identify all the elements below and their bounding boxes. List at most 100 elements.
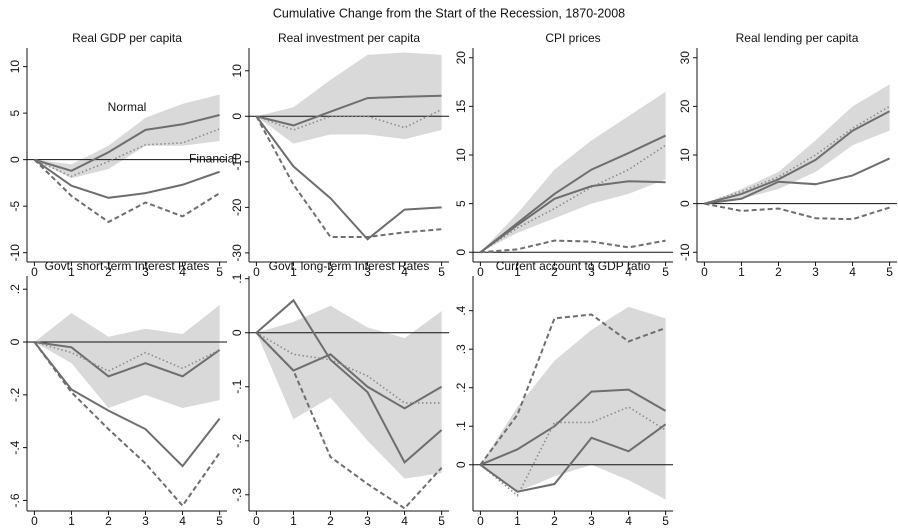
- annotation: Normal: [108, 100, 147, 114]
- y-tick-label: 0: [454, 249, 468, 256]
- y-tick-label: -10: [678, 243, 692, 261]
- series-line: [479, 423, 667, 493]
- confidence-band: [256, 305, 442, 479]
- page-title: Cumulative Change from the Start of the …: [273, 6, 625, 20]
- series-line: [33, 158, 220, 199]
- y-tick-label: 0: [230, 113, 244, 120]
- y-tick-label: 10: [678, 148, 692, 162]
- x-tick-label: 5: [438, 265, 445, 279]
- y-tick-label: -.3: [230, 487, 244, 501]
- x-tick-label: 3: [142, 514, 149, 528]
- x-tick-label: 5: [886, 265, 893, 279]
- x-tick-label: 1: [738, 265, 745, 279]
- confidence-band: [704, 84, 890, 204]
- x-tick-label: 1: [68, 265, 75, 279]
- y-tick-label: 0: [678, 200, 692, 207]
- x-tick-label: 0: [477, 514, 484, 528]
- series-line: [34, 114, 220, 172]
- panel-title: Current account to GDP ratio: [496, 259, 651, 273]
- series-line: [704, 110, 891, 205]
- x-tick-label: 5: [216, 265, 223, 279]
- x-tick-label: 5: [662, 265, 669, 279]
- x-tick-label: 3: [364, 265, 371, 279]
- series-line: [480, 388, 667, 466]
- series-line: [34, 341, 220, 372]
- series-line: [479, 134, 667, 254]
- x-tick-label: 1: [514, 514, 521, 528]
- y-tick-label: -.2: [8, 387, 22, 401]
- y-tick-label: 0: [454, 461, 468, 468]
- y-tick-label: 0: [8, 156, 22, 163]
- x-tick-label: 1: [514, 265, 521, 279]
- x-tick-label: 2: [327, 265, 334, 279]
- series-line: [479, 313, 666, 466]
- panel-title: Govt. short-term Interest Rates: [45, 259, 210, 273]
- x-tick-label: 0: [477, 265, 484, 279]
- y-tick-label: .1: [454, 421, 468, 431]
- series-line: [704, 157, 891, 205]
- series-line: [33, 158, 221, 224]
- series-line: [33, 341, 221, 468]
- y-tick-label: -20: [230, 198, 244, 216]
- y-tick-label: .1: [230, 273, 244, 283]
- y-tick-label: .4: [454, 305, 468, 315]
- x-tick-label: 0: [253, 265, 260, 279]
- series-line: [480, 239, 666, 254]
- y-tick-label: 10: [8, 60, 22, 74]
- series-line: [255, 115, 442, 241]
- x-tick-label: 0: [701, 265, 708, 279]
- y-tick-label: -.6: [8, 493, 22, 507]
- x-tick-label: 5: [438, 514, 445, 528]
- y-tick-label: .3: [454, 344, 468, 354]
- y-tick-label: 0: [8, 338, 22, 345]
- series-line: [479, 406, 667, 497]
- series-line: [479, 180, 666, 254]
- x-tick-label: 3: [588, 514, 595, 528]
- y-tick-label: -5: [8, 201, 22, 212]
- y-tick-label: 0: [230, 329, 244, 336]
- x-tick-label: 4: [179, 514, 186, 528]
- series-line: [704, 105, 890, 205]
- x-tick-label: 3: [142, 265, 149, 279]
- y-tick-label: .2: [454, 382, 468, 392]
- x-tick-label: 0: [253, 514, 260, 528]
- confidence-band: [34, 305, 220, 409]
- x-tick-label: 2: [551, 514, 558, 528]
- x-tick-label: 4: [849, 265, 856, 279]
- series-line: [255, 115, 442, 238]
- x-tick-label: 2: [105, 265, 112, 279]
- annotation: Financial: [189, 151, 237, 165]
- x-tick-label: 1: [68, 514, 75, 528]
- x-tick-label: 3: [588, 265, 595, 279]
- y-tick-label: 5: [8, 109, 22, 116]
- panel-title: CPI prices: [545, 31, 600, 45]
- y-tick-label: 10: [454, 148, 468, 162]
- y-tick-label: .2: [8, 284, 22, 294]
- y-tick-label: 15: [454, 99, 468, 113]
- x-tick-label: 3: [812, 265, 819, 279]
- x-tick-label: 3: [364, 514, 371, 528]
- confidence-band: [256, 52, 442, 144]
- confidence-band: [480, 91, 666, 253]
- series-line: [34, 341, 221, 378]
- series-line: [255, 332, 443, 510]
- series-line: [256, 108, 442, 131]
- confidence-band: [480, 306, 666, 500]
- y-tick-label: -.2: [230, 433, 244, 447]
- series-line: [479, 144, 667, 253]
- confidence-band: [34, 94, 220, 179]
- x-tick-label: 2: [327, 514, 334, 528]
- y-tick-label: 20: [454, 51, 468, 65]
- y-tick-label: -.4: [8, 440, 22, 454]
- panel-title: Real lending per capita: [736, 31, 859, 45]
- series-line: [255, 298, 443, 464]
- series-line: [256, 332, 442, 404]
- x-tick-label: 2: [551, 265, 558, 279]
- x-tick-label: 1: [290, 265, 297, 279]
- y-tick-label: -.1: [230, 379, 244, 393]
- panel-title: Real GDP per capita: [72, 31, 182, 45]
- x-tick-label: 4: [625, 265, 632, 279]
- y-tick-label: 5: [454, 200, 468, 207]
- y-tick-label: 20: [678, 99, 692, 113]
